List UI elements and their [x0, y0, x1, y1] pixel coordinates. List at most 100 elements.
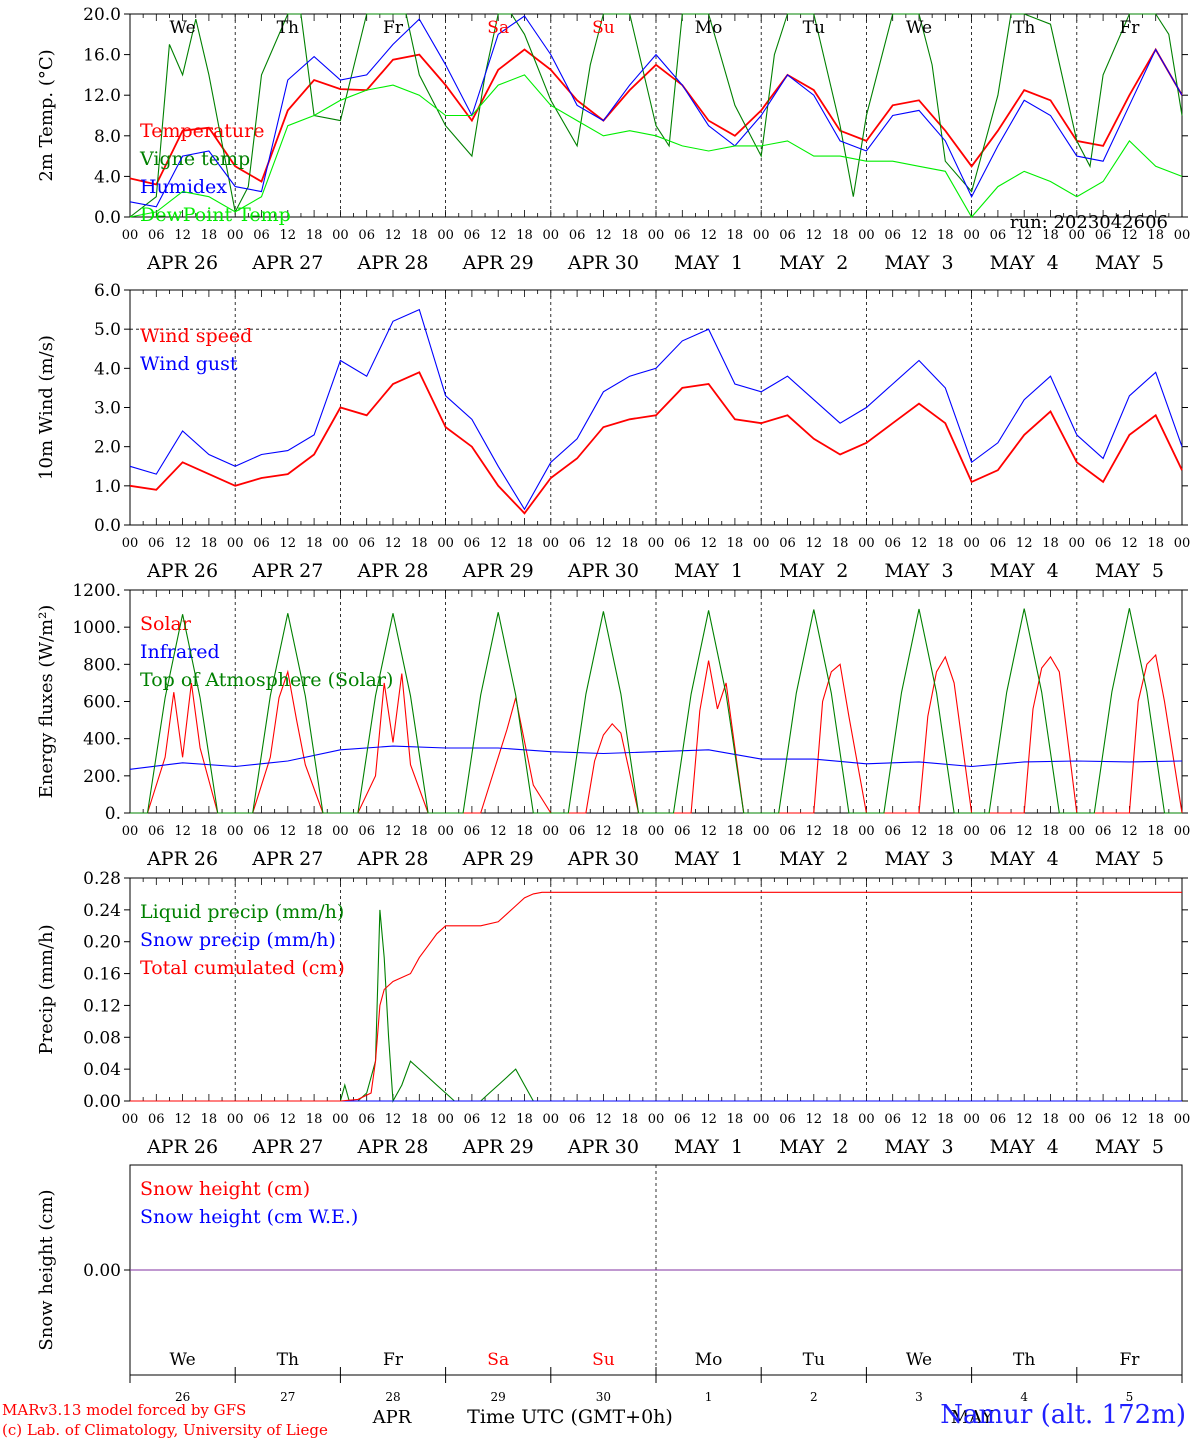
y-axis-label: Snow height (cm)	[36, 1189, 57, 1350]
x-date-label: APR 30	[567, 252, 639, 274]
model-credit-line2: (c) Lab. of Climatology, University of L…	[2, 1421, 328, 1439]
x-date-label: MAY 4	[990, 1136, 1059, 1158]
x-date-label: APR 29	[462, 848, 534, 870]
day-number-label: 4	[1020, 1390, 1028, 1404]
x-hour-label: 18	[937, 536, 954, 551]
x-hour-label: 00	[543, 1112, 560, 1127]
panel-2: 0.0 1.0 2.0 3.0 4.0 5.0 6.0 10m Wind (m/s) Wind …	[36, 281, 1190, 582]
x-hour-label: 12	[280, 228, 297, 243]
x-hour-label: 18	[621, 536, 638, 551]
x-hour-label: 06	[569, 536, 586, 551]
x-hour-label: 12	[700, 536, 717, 551]
y-tick-label: 0.12	[83, 996, 121, 1016]
y-tick-label: 200.	[83, 767, 121, 787]
x-hour-label: 06	[990, 536, 1007, 551]
panel-4: 0.00 0.04 0.08 0.12 0.16 0.20 0.24 0.28 Precip (…	[36, 869, 1190, 1158]
x-hour-label: 12	[595, 228, 612, 243]
x-hour-label: 06	[569, 1112, 586, 1127]
x-hour-label: 06	[990, 228, 1007, 243]
legend-entry: Infrared	[140, 641, 220, 663]
model-credit-line1: MARv3.13 model forced by GFS	[2, 1401, 247, 1419]
legend-entry: Snow precip (mm/h)	[140, 929, 336, 951]
x-hour-label: 00	[858, 228, 875, 243]
legend-entry: Wind gust	[140, 353, 238, 375]
legend-entry: Top of Atmosphere (Solar)	[140, 669, 393, 691]
x-hour-label: 00	[1069, 824, 1086, 839]
x-hour-label: 00	[332, 536, 349, 551]
x-date-label: MAY 2	[779, 560, 848, 582]
weekday-label: We	[170, 18, 196, 38]
x-hour-label: 06	[1095, 824, 1112, 839]
y-axis-label: 10m Wind (m/s)	[36, 335, 57, 480]
x-hour-label: 18	[1147, 536, 1164, 551]
x-hour-label: 06	[884, 536, 901, 551]
weekday-label: Fr	[1119, 18, 1140, 38]
station-label: Namur (alt. 172m)	[940, 1400, 1186, 1430]
x-date-label: MAY 1	[674, 848, 743, 870]
x-hour-label: 06	[569, 824, 586, 839]
x-hour-label: 00	[858, 824, 875, 839]
day-number-label: 30	[596, 1390, 611, 1404]
x-hour-label: 06	[253, 1112, 270, 1127]
x-date-label: APR 28	[356, 848, 428, 870]
x-date-label: APR 30	[567, 560, 639, 582]
x-hour-label: 00	[648, 536, 665, 551]
x-date-label: MAY 3	[884, 1136, 953, 1158]
x-hour-label: 00	[437, 824, 454, 839]
x-hour-label: 00	[858, 536, 875, 551]
day-number-label: 5	[1126, 1390, 1134, 1404]
y-tick-label: 12.0	[83, 86, 121, 106]
x-hour-label: 12	[1016, 536, 1033, 551]
x-hour-label: 06	[884, 1112, 901, 1127]
x-date-label: MAY 5	[1095, 1136, 1164, 1158]
x-hour-label: 12	[1016, 824, 1033, 839]
x-date-label: APR 28	[356, 252, 428, 274]
x-hour-label: 18	[832, 536, 849, 551]
day-number-label: 2	[810, 1390, 818, 1404]
month-label: APR	[372, 1407, 412, 1428]
x-date-label: MAY 1	[674, 1136, 743, 1158]
x-hour-label: 00	[332, 824, 349, 839]
weekday-label: Su	[592, 1350, 615, 1370]
x-date-label: APR 28	[356, 560, 428, 582]
x-hour-label: 00	[227, 824, 244, 839]
y-tick-label: 1200.	[72, 581, 121, 601]
day-number-label: 28	[385, 1390, 400, 1404]
x-hour-label: 12	[1016, 1112, 1033, 1127]
x-hour-label: 18	[411, 824, 428, 839]
y-tick-label: 1000.	[72, 618, 121, 638]
y-tick-label: 8.0	[94, 127, 121, 147]
x-hour-label: 00	[122, 824, 139, 839]
x-hour-label: 06	[253, 228, 270, 243]
x-hour-label: 00	[753, 536, 770, 551]
x-hour-label: 18	[411, 1112, 428, 1127]
x-hour-label: 00	[858, 1112, 875, 1127]
x-hour-label: 12	[280, 536, 297, 551]
x-hour-label: 18	[306, 824, 323, 839]
x-hour-label: 12	[1121, 824, 1138, 839]
x-hour-label: 18	[1042, 1112, 1059, 1127]
x-hour-label: 12	[911, 1112, 928, 1127]
x-date-label: MAY 4	[990, 560, 1059, 582]
x-hour-label: 12	[806, 228, 823, 243]
weekday-label: Th	[277, 18, 299, 38]
x-hour-label: 18	[201, 228, 218, 243]
x-hour-label: 18	[937, 1112, 954, 1127]
y-tick-label: 4.0	[94, 359, 121, 379]
x-hour-label: 18	[1147, 228, 1164, 243]
weekday-label: Th	[277, 1350, 299, 1370]
x-hour-label: 18	[621, 228, 638, 243]
x-hour-label: 12	[806, 824, 823, 839]
series-line-humidex	[129, 15, 1183, 208]
x-hour-label: 18	[937, 228, 954, 243]
x-hour-label: 00	[1069, 228, 1086, 243]
x-hour-label: 18	[516, 536, 533, 551]
x-hour-label: 12	[911, 536, 928, 551]
x-hour-label: 06	[990, 1112, 1007, 1127]
x-hour-label: 06	[674, 824, 691, 839]
x-date-label: MAY 2	[779, 1136, 848, 1158]
x-date-label: MAY 5	[1095, 560, 1164, 582]
series-line-dewpoint-temp	[129, 74, 1183, 218]
y-tick-label: 16.0	[83, 46, 121, 66]
